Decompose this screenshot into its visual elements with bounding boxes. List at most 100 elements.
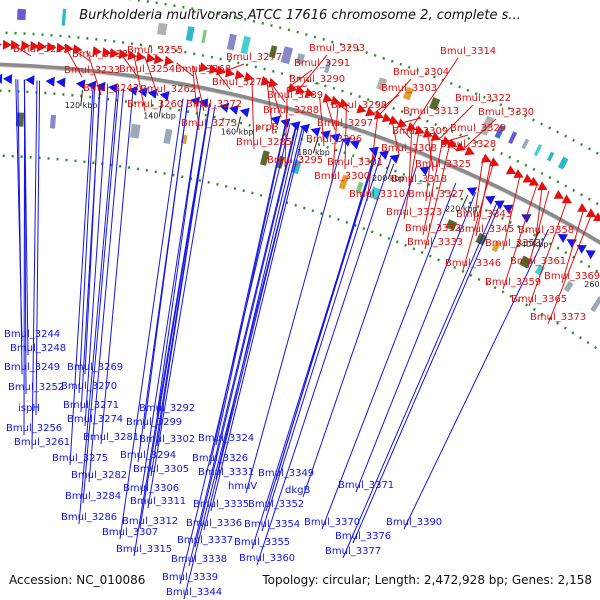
forward-gene-arrow: [365, 107, 376, 117]
reverse-gene-label: Bmul_3274: [67, 414, 123, 425]
reverse-gene-label-connector: [352, 203, 501, 544]
kbp-label: 120 kbp: [65, 101, 98, 110]
forward-gene-label: Bmul_3318: [391, 174, 447, 185]
forward-gene-arrow: [528, 176, 540, 186]
reverse-gene-label: Bmul_3339: [162, 572, 218, 583]
forward-gene-label: Bmul_3322: [455, 93, 511, 104]
forward-gene-arrow: [441, 136, 452, 146]
reverse-gene-label: Bmul_3269: [67, 362, 123, 373]
reverse-gene-label-connector: [179, 123, 291, 585]
feature-block: [376, 77, 388, 91]
forward-gene-label-connector: [462, 162, 494, 271]
reverse-gene-arrow: [86, 80, 97, 91]
forward-gene-label: Bmul_3221: [13, 44, 69, 55]
reverse-gene-label-connector: [261, 152, 382, 532]
forward-gene-label: Bmul_3289: [267, 90, 323, 101]
forward-gene-label: Bmul_3310: [349, 189, 405, 200]
reverse-gene-arrow: [190, 96, 201, 107]
reverse-gene-label: Bmul_3249: [4, 362, 60, 373]
kbp-label: 240 kbp: [516, 240, 549, 249]
reverse-gene-arrow: [576, 244, 587, 254]
kbp-label: 140 kbp: [143, 112, 176, 121]
reverse-gene-label-connector: [78, 85, 96, 394]
reverse-gene-label: dkgB: [285, 485, 310, 496]
forward-gene-label: Bmul_3345: [458, 224, 514, 235]
feature-block: [201, 29, 207, 44]
forward-gene-label-connector: [547, 214, 592, 325]
forward-gene-label-connector: [251, 78, 255, 150]
forward-gene-label: Bmul_3313: [403, 106, 459, 117]
reverse-gene-label-connector: [256, 156, 393, 566]
forward-gene-arrow: [406, 122, 417, 132]
reverse-gene-arrow: [239, 107, 250, 118]
forward-gene-label: Bmul_3304: [393, 67, 449, 78]
reverse-gene-label-connector: [245, 139, 344, 494]
feature-block: [494, 124, 505, 139]
forward-gene-label: Bmul_3288: [263, 105, 319, 116]
forward-gene-label: Bmul_3333: [407, 237, 463, 248]
forward-gene-label: Bmul_3359: [485, 277, 541, 288]
accession-label: Accession: NC_010086: [9, 573, 146, 587]
reverse-gene-label-connector: [147, 104, 216, 509]
feature-block: [563, 281, 574, 293]
kbp-tick: [236, 116, 241, 133]
feature-block: [338, 174, 350, 190]
reverse-gene-label: Bmul_3377: [325, 546, 381, 557]
feature-block: [17, 8, 26, 21]
kbp-tick: [387, 163, 395, 180]
forward-gene-arrow: [153, 54, 164, 65]
forward-gene-arrow: [586, 208, 597, 218]
forward-gene-label-connector: [133, 56, 146, 112]
forward-gene-label-connector: [176, 62, 194, 77]
reverse-gene-label: Bmul_3271: [63, 400, 119, 411]
reverse-gene-arrow: [466, 187, 478, 197]
forward-gene-label-connector: [266, 82, 274, 135]
reverse-gene-label: Bmul_3349: [258, 468, 314, 479]
reverse-gene-label-connector: [133, 103, 210, 557]
reverse-gene-label-connector: [403, 228, 550, 530]
feature-block: [61, 8, 67, 26]
feature-block: [268, 45, 278, 59]
forward-gene-arrow: [21, 40, 31, 51]
reverse-gene-label: Bmul_3302: [139, 434, 195, 445]
forward-gene-label: Bmul_3243: [83, 83, 139, 94]
forward-gene-arrow: [414, 125, 425, 135]
forward-gene-label: Bmul_3296: [306, 134, 362, 145]
forward-gene-label: Bmul_3346: [445, 258, 501, 269]
reverse-gene-label: hmuV: [228, 481, 257, 492]
forward-gene-label: Bmul_3308: [381, 143, 437, 154]
feature-block: [546, 151, 555, 162]
kbp-tick: [531, 230, 541, 246]
reverse-gene-label: Bmul_3306: [123, 483, 179, 494]
forward-gene-arrow: [593, 212, 600, 222]
reverse-gene-arrow: [56, 77, 66, 88]
forward-gene-label-connector: [193, 65, 205, 112]
forward-gene-label-connector: [502, 184, 538, 290]
forward-gene-label: Bmul_3295: [267, 155, 323, 166]
reverse-gene-label: Bmul_3256: [6, 423, 62, 434]
forward-gene-arrow: [10, 40, 20, 50]
forward-gene-arrow: [102, 47, 112, 58]
reverse-gene-arrow: [75, 79, 86, 90]
reverse-gene-label: Bmul_3248: [10, 343, 66, 354]
forward-gene-label-connector: [442, 140, 459, 152]
forward-gene-arrow: [64, 43, 74, 54]
forward-gene-label-connector: [319, 96, 325, 147]
reverse-gene-label-connector: [265, 151, 378, 512]
reverse-gene-label-connector: [80, 86, 101, 413]
forward-gene-arrow: [2, 39, 12, 50]
forward-gene-label: Bmul_3361: [510, 256, 566, 267]
kbp-label: 220 kbp: [445, 205, 478, 214]
reverse-gene-label: Bmul_3286: [61, 512, 117, 523]
forward-gene-label-connector: [223, 63, 245, 73]
reverse-gene-label: Bmul_3336: [186, 518, 242, 529]
forward-gene-label: Bmul_3262: [140, 84, 196, 95]
forward-gene-label-connector: [144, 57, 159, 97]
reverse-gene-arrow: [419, 166, 430, 176]
forward-gene-label-connector: [284, 87, 288, 168]
forward-gene-label: Bmul_3268: [175, 64, 231, 75]
forward-gene-label-connector: [214, 69, 231, 90]
reverse-gene-label: Bmul_3335: [193, 499, 249, 510]
reverse-gene-label-connector: [137, 99, 189, 463]
